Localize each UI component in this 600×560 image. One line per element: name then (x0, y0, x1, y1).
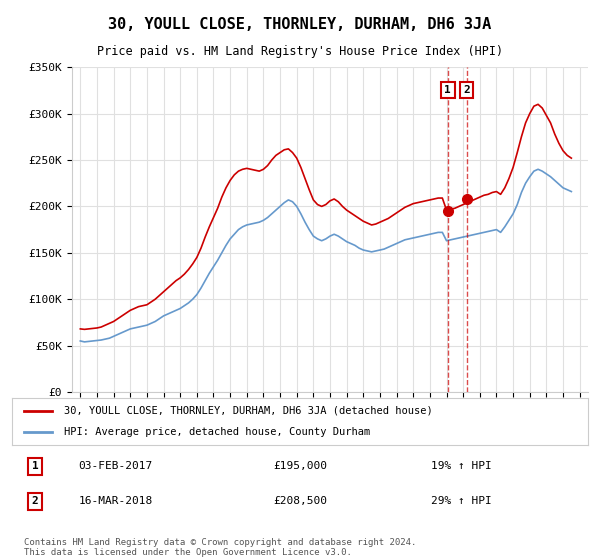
Text: 2: 2 (32, 496, 38, 506)
Text: 30, YOULL CLOSE, THORNLEY, DURHAM, DH6 3JA (detached house): 30, YOULL CLOSE, THORNLEY, DURHAM, DH6 3… (64, 406, 433, 416)
Text: 03-FEB-2017: 03-FEB-2017 (79, 461, 153, 471)
Text: £208,500: £208,500 (273, 496, 327, 506)
Text: 16-MAR-2018: 16-MAR-2018 (79, 496, 153, 506)
Text: 29% ↑ HPI: 29% ↑ HPI (431, 496, 491, 506)
Text: 19% ↑ HPI: 19% ↑ HPI (431, 461, 491, 471)
Text: £195,000: £195,000 (273, 461, 327, 471)
Text: Price paid vs. HM Land Registry's House Price Index (HPI): Price paid vs. HM Land Registry's House … (97, 45, 503, 58)
Text: 1: 1 (445, 85, 451, 95)
Text: 2: 2 (463, 85, 470, 95)
Text: 30, YOULL CLOSE, THORNLEY, DURHAM, DH6 3JA: 30, YOULL CLOSE, THORNLEY, DURHAM, DH6 3… (109, 17, 491, 32)
Text: HPI: Average price, detached house, County Durham: HPI: Average price, detached house, Coun… (64, 427, 370, 437)
Text: 1: 1 (32, 461, 38, 471)
Text: Contains HM Land Registry data © Crown copyright and database right 2024.
This d: Contains HM Land Registry data © Crown c… (24, 538, 416, 557)
